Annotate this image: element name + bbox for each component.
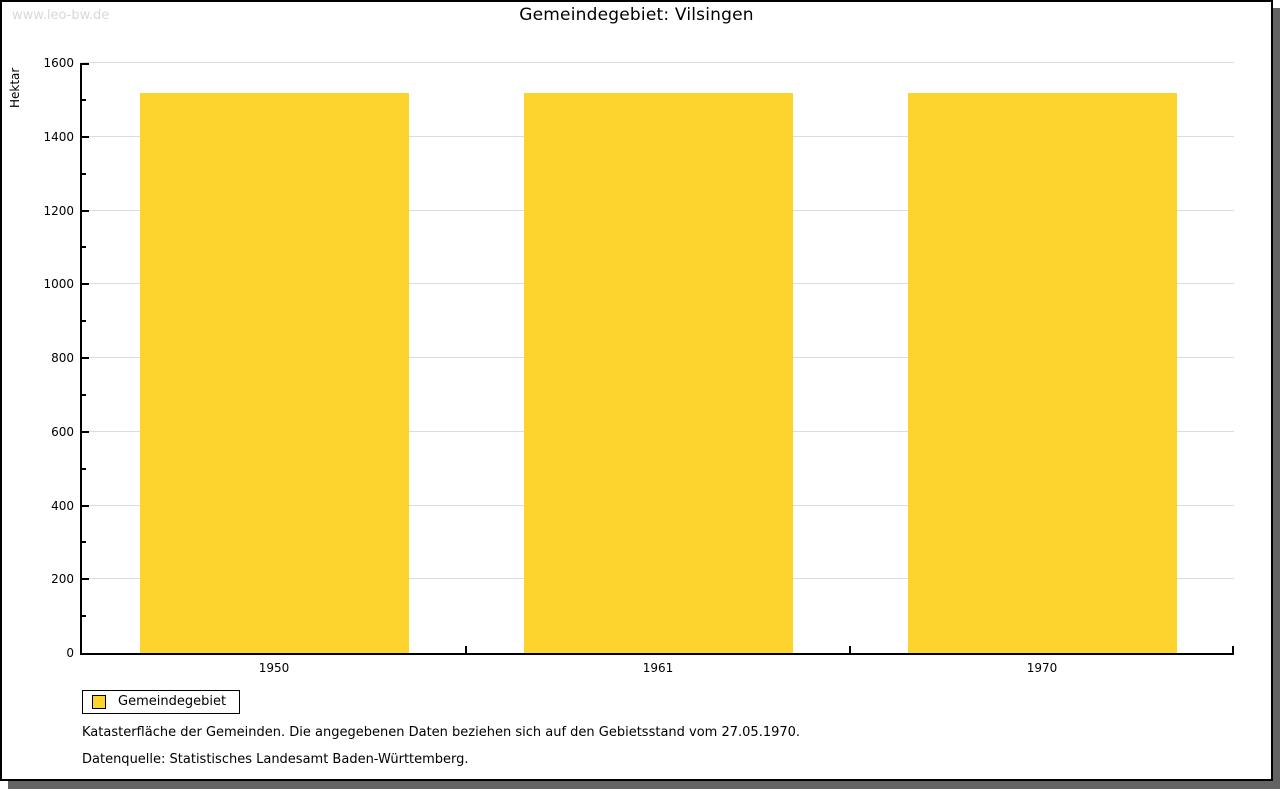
y-axis-tick-label: 800 — [51, 351, 74, 365]
plot-area: 0 200 400 600 800 1000 1200 1400 1600 1950 1961 197… — [43, 56, 1234, 675]
bar-1950 — [140, 92, 409, 653]
bar-1961 — [524, 92, 793, 653]
y-axis-tick-label: 400 — [51, 498, 74, 513]
y-axis-major-tick — [82, 430, 89, 433]
footnote-data-source: Datenquelle: Statistisches Landesamt Bad… — [82, 752, 469, 767]
footnote-source-note: Katasterfläche der Gemeinden. Die angege… — [82, 725, 801, 740]
y-axis-tick-label: 1600 — [43, 56, 74, 70]
x-axis-boundary-tick — [849, 646, 851, 653]
y-axis-major-tick — [82, 63, 89, 65]
y-axis-tick-label: 0 — [66, 646, 74, 660]
y-axis-tick-label: 600 — [51, 424, 74, 439]
x-axis-tick-label: 1950 — [258, 661, 290, 675]
y-axis-minor-tick — [82, 172, 86, 175]
legend-label: Gemeindegebiet — [118, 694, 227, 709]
y-axis-title: Hektar — [8, 67, 22, 108]
x-axis-boundary-tick — [465, 646, 467, 653]
y-axis-tick-label: 200 — [51, 572, 74, 587]
y-axis-major-tick — [82, 578, 89, 581]
bar-1970 — [908, 92, 1177, 653]
page-title: Gemeindegebiet: Vilsingen — [519, 5, 754, 25]
y-axis-minor-tick — [82, 320, 86, 323]
y-axis-major-tick — [82, 283, 89, 286]
x-axis-boundary-tick — [1232, 646, 1234, 653]
x-axis-tick-label: 1961 — [642, 661, 674, 675]
y-axis-minor-tick — [82, 393, 86, 396]
legend: Gemeindegebiet — [82, 690, 241, 714]
legend-swatch-icon — [92, 694, 106, 709]
y-axis-minor-tick — [82, 98, 86, 101]
watermark: www.leo-bw.de — [12, 8, 110, 23]
y-axis-minor-tick — [82, 246, 86, 249]
y-axis-major-tick — [82, 504, 89, 507]
y-axis-major-tick — [82, 209, 89, 212]
gridline — [82, 62, 1234, 63]
y-axis-tick-label: 1400 — [43, 129, 74, 144]
y-axis-major-tick — [82, 135, 89, 138]
y-axis-tick-label: 1200 — [43, 203, 74, 218]
y-axis-minor-tick — [82, 467, 86, 470]
y-axis-tick-label: 1000 — [43, 277, 74, 292]
y-axis-minor-tick — [82, 541, 86, 544]
y-axis-major-tick — [82, 357, 89, 359]
x-axis-tick-label: 1970 — [1026, 661, 1058, 675]
y-axis-minor-tick — [82, 615, 86, 618]
